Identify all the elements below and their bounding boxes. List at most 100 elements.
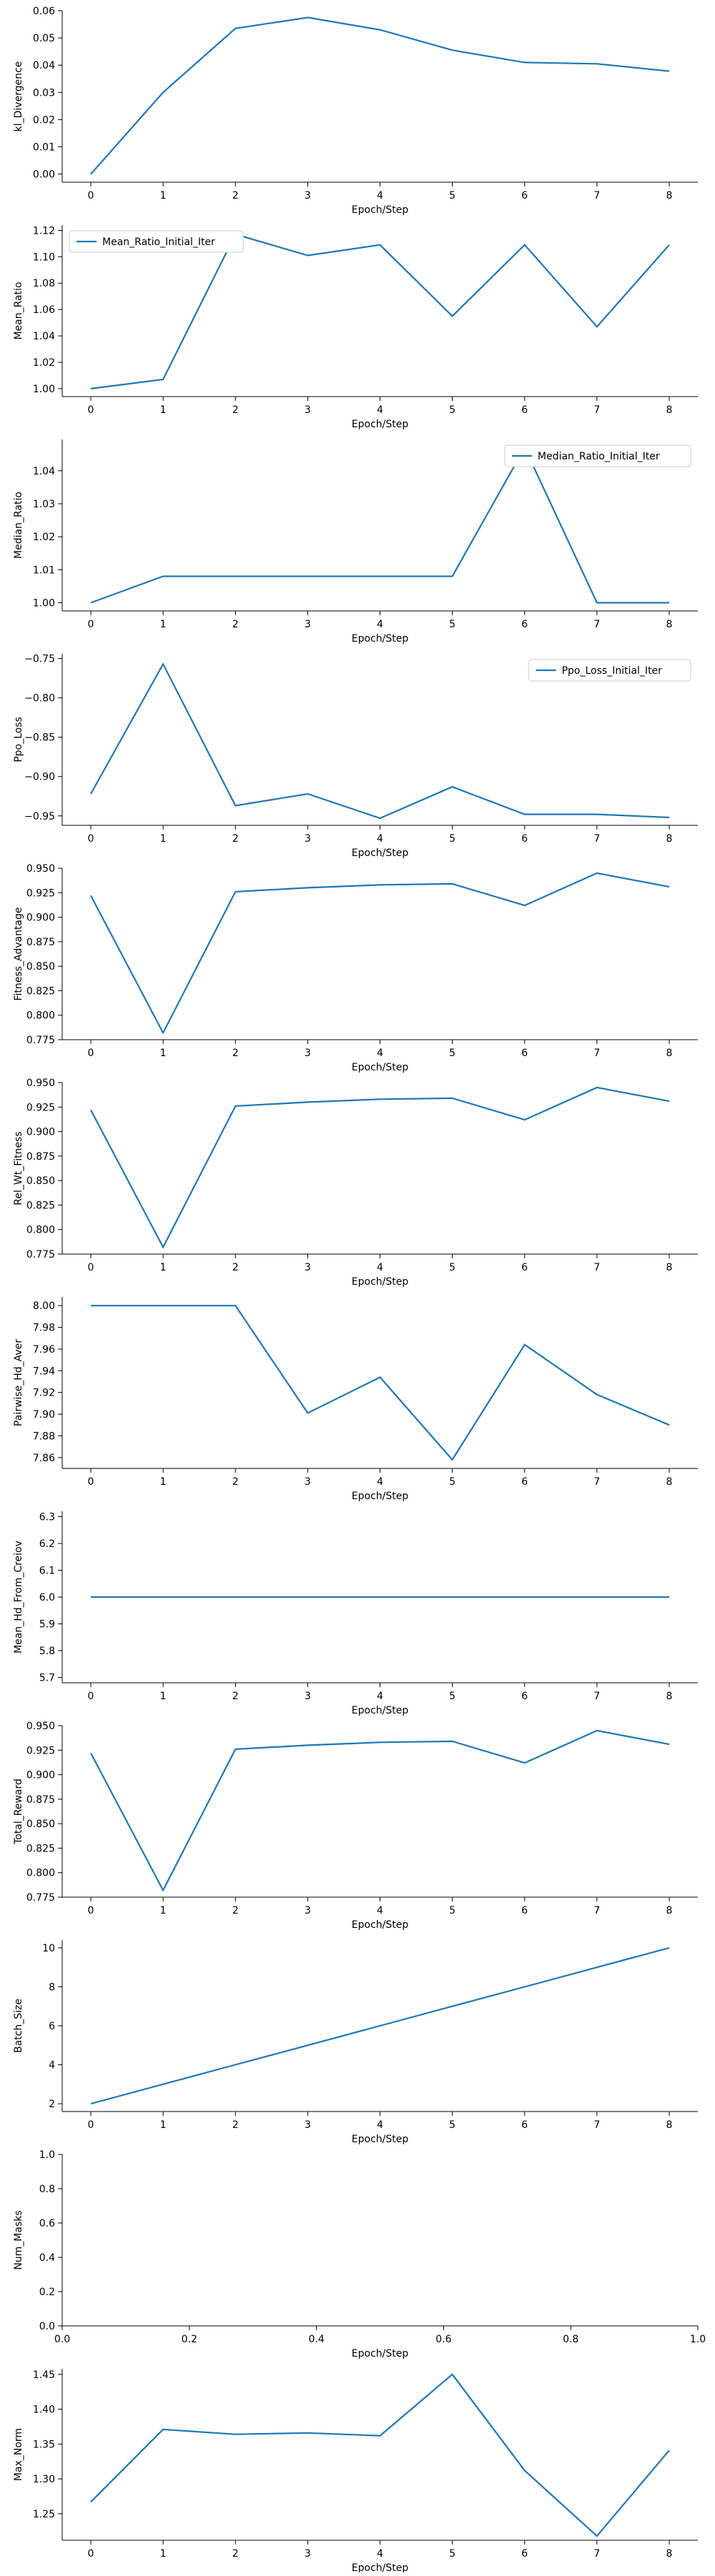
x-tick-label: 8	[666, 404, 673, 416]
y-tick-label: 0.875	[26, 937, 55, 948]
x-tick-label: 0.2	[182, 2334, 197, 2345]
legend: Median_Ratio_Initial_Iter	[505, 445, 691, 467]
x-tick-label: 2	[232, 1691, 239, 1702]
x-tick-label: 0	[88, 1905, 94, 1916]
x-tick-label: 3	[305, 404, 311, 416]
y-tick-label: 2	[49, 2099, 55, 2110]
x-tick-label: 6	[521, 833, 528, 845]
x-tick-label: 8	[666, 1905, 673, 1916]
x-tick-label: 7	[593, 1476, 600, 1488]
x-tick-label: 2	[232, 2119, 239, 2131]
y-axis-label: Batch_Size	[13, 1999, 24, 2053]
x-tick-label: 5	[449, 619, 455, 630]
x-tick-label: 0	[88, 619, 94, 630]
y-tick-label: 0.6	[39, 2218, 55, 2229]
y-tick-label: 0.800	[26, 1010, 55, 1022]
x-tick-label: 3	[305, 190, 311, 202]
x-tick-label: 6	[521, 2119, 528, 2131]
x-tick-label: 1	[160, 1048, 167, 1059]
y-axis-label: Max_Norm	[13, 2428, 24, 2481]
y-tick-label: 1.01	[33, 565, 55, 576]
y-tick-label: 0.850	[26, 1819, 55, 1830]
y-tick-label: 0.775	[26, 1249, 55, 1260]
y-tick-label: 1.00	[33, 384, 55, 395]
x-tick-label: 0	[88, 2119, 94, 2131]
x-tick-label: 7	[593, 404, 600, 416]
y-tick-label: 7.90	[33, 1409, 55, 1421]
x-tick-label: 3	[305, 833, 311, 845]
y-tick-label: 7.86	[33, 1453, 55, 1464]
x-tick-label: 6	[521, 1691, 528, 1702]
y-tick-label: 0.03	[33, 87, 55, 99]
x-tick-label: 2	[232, 1048, 239, 1059]
x-tick-label: 0.8	[563, 2334, 578, 2345]
y-tick-label: 1.06	[33, 304, 55, 316]
x-tick-label: 4	[377, 1262, 383, 1273]
y-tick-label: 0.2	[39, 2287, 55, 2298]
x-tick-label: 0	[88, 1691, 94, 1702]
y-tick-label: 0.05	[33, 33, 55, 44]
y-axis-label: Pairwise_Hd_Aver	[13, 1339, 24, 1426]
x-tick-label: 4	[377, 1691, 383, 1702]
x-tick-label: 4	[377, 833, 383, 845]
x-axis-label: Epoch/Step	[352, 419, 409, 430]
x-tick-label: 7	[593, 1262, 600, 1273]
legend-label: Median_Ratio_Initial_Iter	[538, 451, 660, 462]
x-tick-label: 4	[377, 1905, 383, 1916]
x-tick-label: 1	[160, 1691, 167, 1702]
x-tick-label: 5	[449, 1691, 455, 1702]
x-tick-label: 1	[160, 833, 167, 845]
x-tick-label: 3	[305, 1905, 311, 1916]
y-tick-label: 0.06	[33, 6, 55, 17]
y-tick-label: 0.00	[33, 169, 55, 181]
x-axis-label: Epoch/Step	[352, 1062, 409, 1073]
x-tick-label: 6	[521, 404, 528, 416]
x-tick-label: 7	[593, 2548, 600, 2560]
x-tick-label: 0	[88, 1048, 94, 1059]
x-tick-label: 5	[449, 833, 455, 845]
x-tick-label: 7	[593, 1905, 600, 1916]
y-tick-label: 7.88	[33, 1431, 55, 1442]
x-tick-label: 7	[593, 619, 600, 630]
x-tick-label: 2	[232, 1262, 239, 1273]
x-tick-label: 5	[449, 404, 455, 416]
y-tick-label: 0.925	[26, 1745, 55, 1756]
y-tick-label: 6.1	[39, 1566, 55, 1577]
x-tick-label: 5	[449, 190, 455, 202]
y-axis-label: Mean_Hd_From_Creiov	[13, 1541, 24, 1653]
x-tick-label: 8	[666, 1691, 673, 1702]
x-axis-label: Epoch/Step	[352, 1705, 409, 1716]
y-tick-label: 1.04	[33, 466, 55, 477]
y-tick-label: 0.775	[26, 1035, 55, 1046]
x-tick-label: 0	[88, 833, 94, 845]
y-tick-label: 7.98	[33, 1323, 55, 1334]
x-tick-label: 2	[232, 619, 239, 630]
legend-label: Mean_Ratio_Initial_Iter	[102, 237, 215, 248]
x-tick-label: 2	[232, 190, 239, 202]
x-tick-label: 7	[593, 1691, 600, 1702]
x-axis-label: Epoch/Step	[352, 1276, 409, 1288]
x-tick-label: 0	[88, 404, 94, 416]
y-axis-label: Mean_Ratio	[13, 282, 24, 339]
y-tick-label: 4	[49, 2060, 55, 2072]
x-tick-label: 4	[377, 1048, 383, 1059]
y-axis-label: Fitness_Advantage	[13, 907, 24, 1000]
x-tick-label: 3	[305, 1476, 311, 1488]
y-tick-label: 0.850	[26, 961, 55, 973]
legend: Ppo_Loss_Initial_Iter	[529, 660, 691, 681]
y-tick-label: 0.800	[26, 1225, 55, 1236]
x-axis-label: Epoch/Step	[352, 2134, 409, 2145]
x-tick-label: 3	[305, 1048, 311, 1059]
y-axis-label: Rel_Wt_Fitness	[13, 1131, 24, 1205]
y-tick-label: 0.0	[39, 2321, 55, 2332]
y-tick-label: 0.900	[26, 1770, 55, 1781]
y-tick-label: 5.9	[39, 1619, 55, 1631]
y-tick-label: 0.900	[26, 912, 55, 924]
x-tick-label: 8	[666, 190, 673, 202]
x-tick-label: 1	[160, 1905, 167, 1916]
y-tick-label: 6.0	[39, 1592, 55, 1603]
y-axis-label: Num_Masks	[13, 2210, 24, 2269]
x-tick-label: 3	[305, 2119, 311, 2131]
x-tick-label: 3	[305, 1262, 311, 1273]
